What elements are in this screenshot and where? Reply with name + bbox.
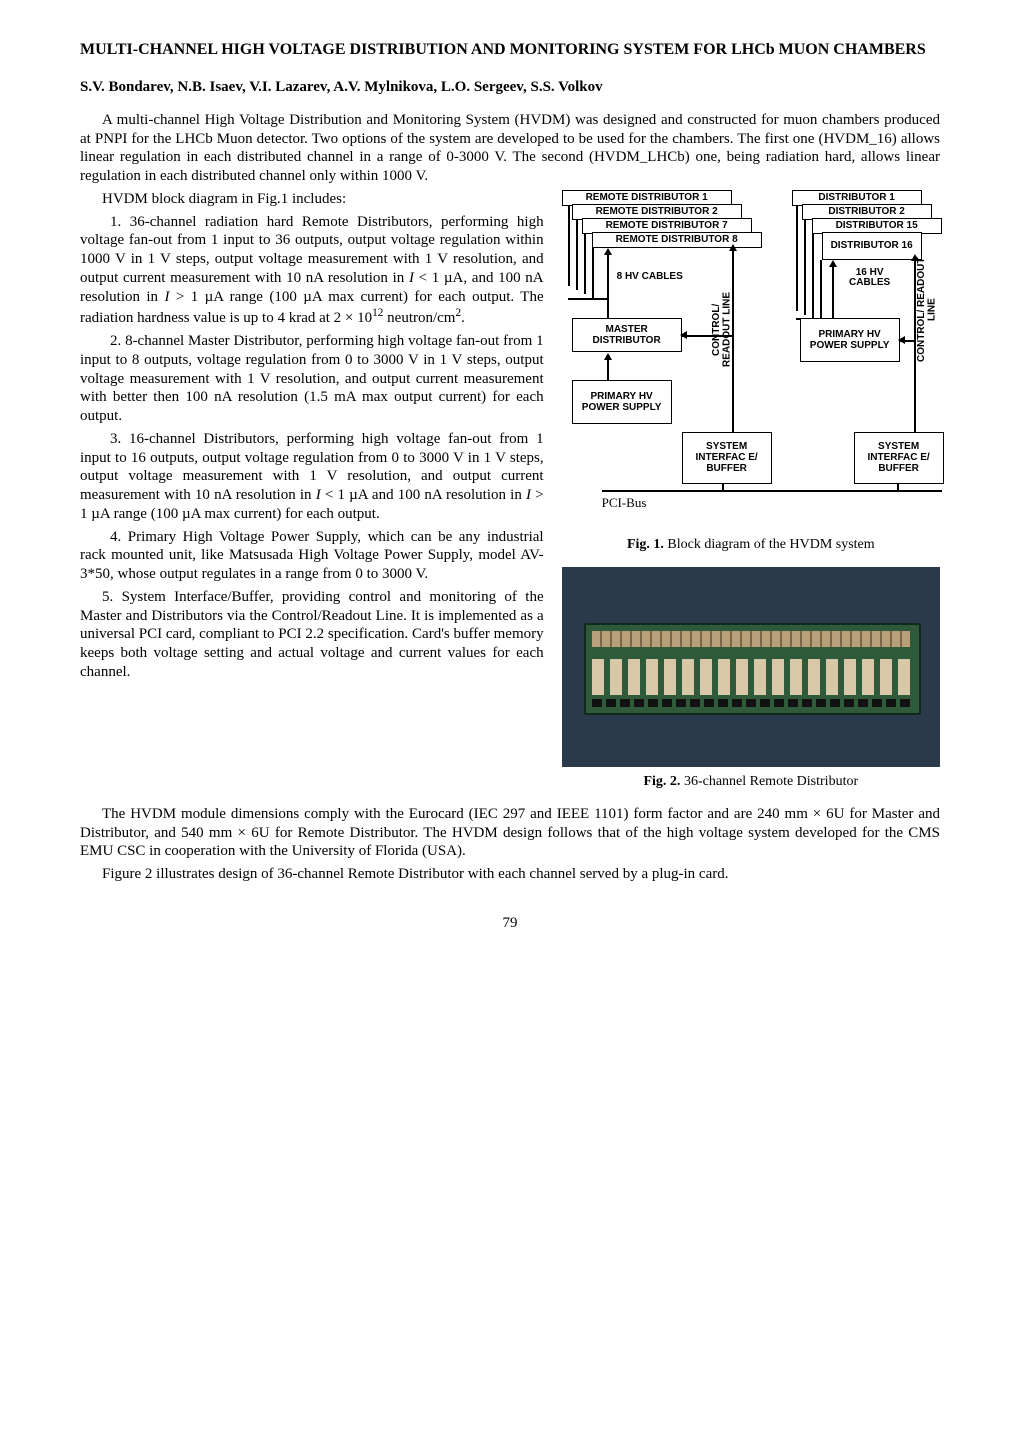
fig2-text: 36-channel Remote Distributor: [680, 774, 858, 789]
label-8-hv-cables: 8 HV CABLES: [617, 272, 683, 283]
item-5: 5. System Interface/Buffer, providing co…: [80, 588, 544, 682]
photo-chip-row: [592, 659, 910, 695]
item1-unit: neutron/cm: [383, 310, 455, 326]
box-primary-hv-right: PRIMARY HV POWER SUPPLY: [800, 318, 900, 362]
figure-2-photo: [562, 567, 940, 767]
fig1-label: Fig. 1.: [627, 537, 664, 552]
item-3: 3. 16-channel Distributors, performing h…: [80, 430, 544, 524]
box-sys-interface-right: SYSTEM INTERFAC E/ BUFFER: [854, 432, 944, 484]
item-2: 2. 8-channel Master Distributor, perform…: [80, 332, 544, 426]
photo-bottom-sockets: [592, 699, 910, 707]
item-4: 4. Primary High Voltage Power Supply, wh…: [80, 528, 544, 584]
box-dist-16: DISTRIBUTOR 16: [822, 232, 922, 260]
tail-paragraph-1: The HVDM module dimensions comply with t…: [80, 805, 940, 861]
label-ctrl-readout-left: CONTROL/ READOUT LINE: [712, 290, 726, 370]
label-pci-bus: PCI-Bus: [602, 496, 647, 510]
figure-1-caption: Fig. 1. Block diagram of the HVDM system: [562, 536, 940, 554]
fig2-label: Fig. 2.: [643, 774, 680, 789]
box-primary-hv-left: PRIMARY HV POWER SUPPLY: [572, 380, 672, 424]
item-1: 1. 36-channel radiation hard Remote Dist…: [80, 213, 544, 329]
box-master-distributor: MASTER DISTRIBUTOR: [572, 318, 682, 352]
label-ctrl-readout-right: CONTROL/ READOUT LINE: [917, 250, 931, 370]
intro-paragraph: A multi-channel High Voltage Distributio…: [80, 111, 940, 186]
tail-paragraph-2: Figure 2 illustrates design of 36-channe…: [80, 865, 940, 884]
includes-line: HVDM block diagram in Fig.1 includes:: [80, 190, 544, 209]
box-sys-interface-left: SYSTEM INTERFAC E/ BUFFER: [682, 432, 772, 484]
page-number: 79: [80, 914, 940, 933]
left-text-column: HVDM block diagram in Fig.1 includes: 1.…: [80, 190, 544, 686]
figure-1-diagram: REMOTE DISTRIBUTOR 1 REMOTE DISTRIBUTOR …: [562, 190, 940, 530]
paper-title: MULTI-CHANNEL HIGH VOLTAGE DISTRIBUTION …: [80, 40, 940, 60]
fig1-text: Block diagram of the HVDM system: [664, 537, 875, 552]
item1-dot: .: [461, 310, 465, 326]
item1-exp: 12: [372, 307, 383, 319]
item3-mid: < 1 µA and 100 nA resolution in: [321, 487, 526, 503]
right-figures-column: REMOTE DISTRIBUTOR 1 REMOTE DISTRIBUTOR …: [562, 190, 940, 805]
photo-connector-row: [592, 631, 910, 647]
paper-authors: S.V. Bondarev, N.B. Isaev, V.I. Lazarev,…: [80, 78, 940, 97]
label-16-hv-cables: 16 HV CABLES: [842, 268, 898, 289]
figure-2-caption: Fig. 2. 36-channel Remote Distributor: [562, 773, 940, 791]
